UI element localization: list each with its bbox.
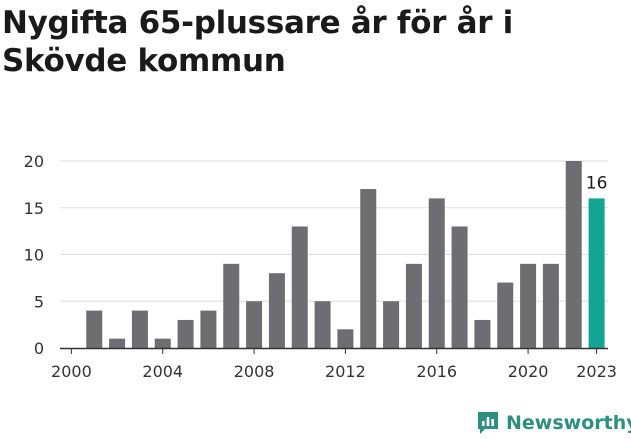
bar-2012 xyxy=(337,329,354,348)
bar-2017 xyxy=(451,226,468,348)
bar-2019 xyxy=(497,282,514,348)
brand-name: Newsworthy xyxy=(506,412,631,434)
x-tick-label-2008: 2008 xyxy=(234,362,275,381)
bar-2006 xyxy=(200,310,217,348)
gridlines xyxy=(60,160,608,302)
y-tick-label-10: 10 xyxy=(24,246,44,265)
x-tick-label-2016: 2016 xyxy=(416,362,457,381)
y-tick-label-0: 0 xyxy=(34,339,44,358)
bar-2009 xyxy=(268,273,285,348)
bar-2010 xyxy=(291,226,308,348)
bar-2018 xyxy=(474,319,491,348)
bars xyxy=(86,161,605,348)
y-tick-label-20: 20 xyxy=(24,152,44,171)
bar-2023 xyxy=(588,198,605,348)
chart-title: Nygifta 65-plussare år för år i Skövde k… xyxy=(2,5,513,79)
bar-2004 xyxy=(154,338,171,348)
x-tick-label-2012: 2012 xyxy=(325,362,366,381)
x-tick-label-2000: 2000 xyxy=(51,362,92,381)
data-label-2023: 16 xyxy=(586,173,608,193)
bar-2021 xyxy=(542,263,559,348)
bar-2007 xyxy=(223,263,240,348)
bar-2001 xyxy=(86,310,103,348)
bar-2008 xyxy=(246,301,263,348)
bar-2015 xyxy=(405,263,422,348)
bar-2016 xyxy=(428,198,445,348)
bar-2014 xyxy=(383,301,400,348)
labels: 0 5 10 15 20 2000 2004 2008 2012 2016 2020 2023 16 xyxy=(24,152,617,381)
bar-2005 xyxy=(177,319,194,348)
y-tick-label-5: 5 xyxy=(34,292,44,311)
bar-2013 xyxy=(360,189,377,348)
x-tick-label-2023: 2023 xyxy=(576,362,617,381)
axes xyxy=(60,347,608,354)
bar-2022 xyxy=(565,161,582,348)
y-tick-label-15: 15 xyxy=(24,199,44,218)
bar-2002 xyxy=(109,338,126,348)
bar-2003 xyxy=(131,310,148,348)
newsworthy-logo-icon xyxy=(478,412,498,434)
bar-2011 xyxy=(314,301,331,348)
bar-2020 xyxy=(520,263,537,348)
brand-logo: Newsworthy xyxy=(476,408,631,438)
x-tick-label-2020: 2020 xyxy=(508,362,549,381)
x-tick-label-2004: 2004 xyxy=(142,362,183,381)
